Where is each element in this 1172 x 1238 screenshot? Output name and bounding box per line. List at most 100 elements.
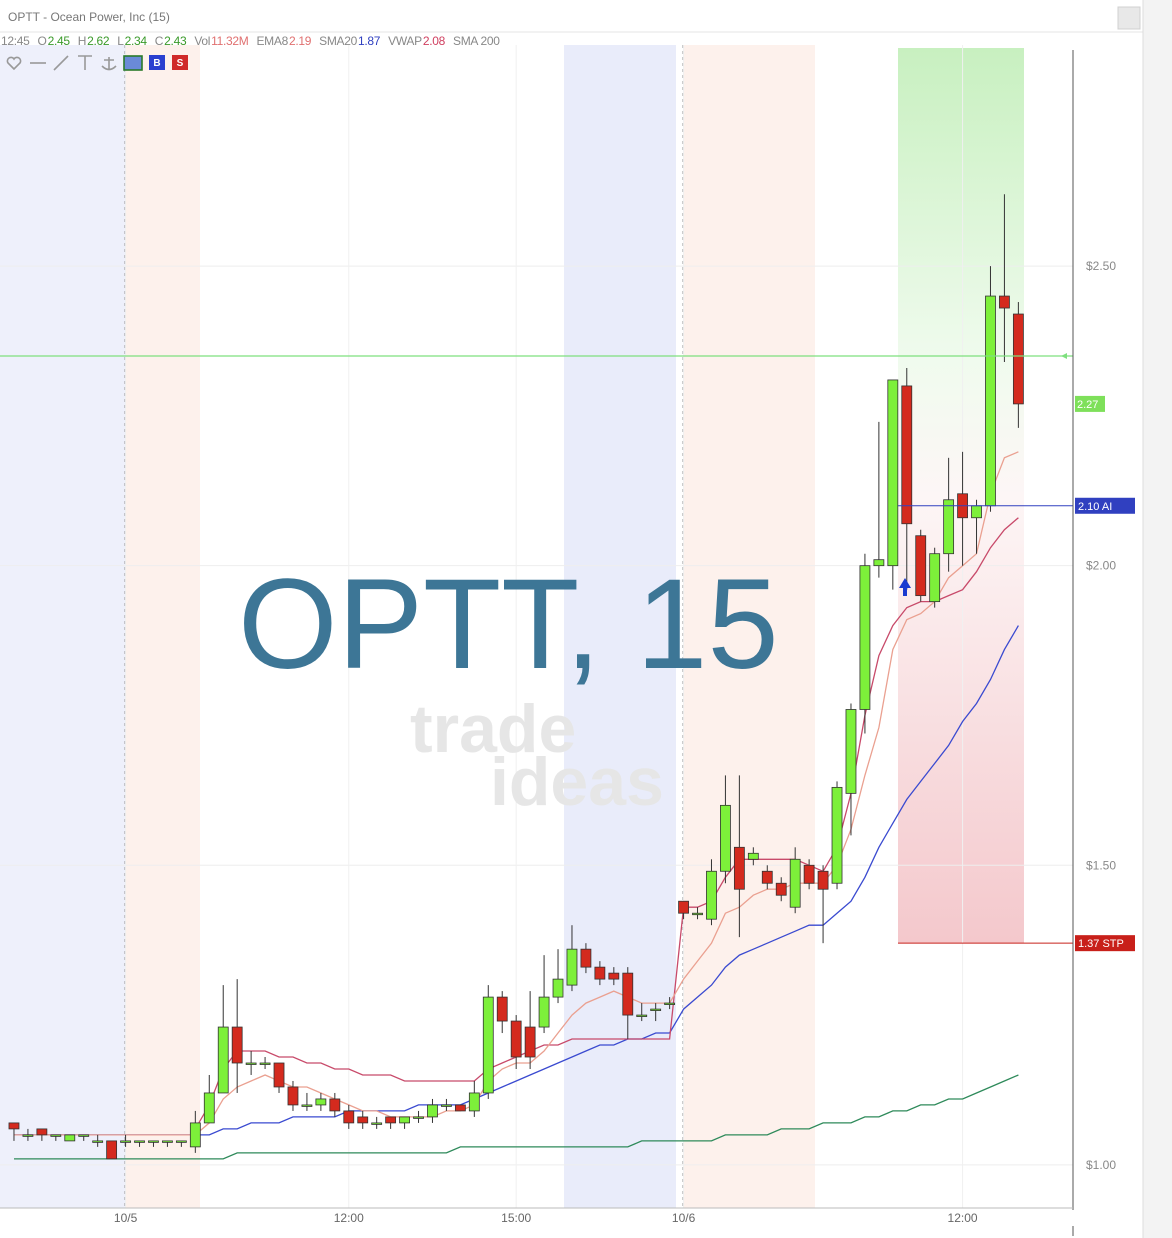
ohlc-header: 12:45 O 2.45 H 2.62 L 2.34 C 2.43 Vol 11.32M EMA8 2…	[1, 34, 500, 50]
title-bar	[0, 0, 1143, 32]
candle-body	[357, 1116, 369, 1124]
header-label: C	[154, 34, 164, 48]
x-tick-label: 12:00	[334, 1211, 364, 1225]
buy-label[interactable]: B	[153, 58, 160, 69]
header-value: 2.45	[47, 34, 70, 48]
candle-body	[664, 1002, 676, 1005]
candle-body	[887, 379, 899, 567]
header-label: L	[117, 34, 124, 48]
candle-body	[496, 996, 508, 1022]
header-value: 2.19	[288, 34, 312, 48]
candle-body	[761, 870, 773, 884]
sell-label[interactable]: S	[177, 58, 184, 69]
header-label: VWAP	[388, 34, 422, 48]
candle-body	[580, 948, 592, 968]
candle-body	[999, 295, 1010, 309]
header-item: H 2.62	[78, 34, 110, 50]
header-value: 2.08	[422, 34, 445, 48]
buy-button[interactable]	[149, 55, 165, 70]
y-tick-label: $1.50	[1086, 858, 1116, 872]
candle-body	[608, 972, 620, 980]
header-label: Vol	[194, 34, 211, 48]
chart-title: OPTT - Ocean Power, Inc (15)	[8, 10, 170, 24]
candle-body	[650, 1008, 662, 1011]
candle-body	[315, 1098, 327, 1106]
candle-body	[148, 1140, 159, 1143]
header-item: SMA20 1.87	[319, 34, 380, 50]
scrollbar[interactable]	[1143, 0, 1172, 1238]
candle-body	[371, 1122, 383, 1125]
header-item: EMA8 2.19	[256, 34, 311, 50]
candle-body	[789, 858, 801, 908]
candle-body	[454, 1104, 466, 1112]
candle-body	[273, 1062, 285, 1088]
candle-body	[733, 846, 745, 890]
candle-body	[106, 1140, 118, 1160]
tool-anchor[interactable]	[101, 57, 117, 71]
indicator-line	[194, 517, 1019, 1130]
entry-line-tag	[1075, 497, 1135, 514]
y-tick-label: $1.00	[1086, 1158, 1116, 1172]
candle-body	[22, 1134, 34, 1137]
tool-heart[interactable]	[6, 56, 22, 71]
entry-arrow	[899, 578, 911, 596]
header-label: EMA8	[256, 34, 288, 48]
candle-body	[36, 1128, 48, 1136]
candle-body	[901, 385, 913, 525]
window-button[interactable]	[1117, 6, 1141, 30]
y-tick-label: $2.50	[1086, 259, 1116, 273]
candle-body	[943, 499, 955, 555]
candle-body	[845, 709, 857, 794]
candle-body	[524, 1026, 536, 1058]
tool-trendline[interactable]	[53, 55, 69, 71]
header-label: O	[37, 34, 47, 48]
x-tick-label: 15:00	[501, 1211, 531, 1225]
last-price-label: 2.27	[1077, 399, 1098, 411]
candle-body	[329, 1098, 341, 1112]
candle-body	[929, 553, 941, 603]
candle-body	[636, 1014, 648, 1017]
header-item: SMA 200	[453, 34, 500, 50]
tool-text[interactable]	[78, 55, 92, 70]
candle-body	[427, 1104, 438, 1118]
candle-body	[175, 1140, 187, 1143]
y-tick-label: $2.00	[1086, 559, 1116, 573]
session-shade	[0, 45, 125, 1208]
header-label: SMA 200	[452, 34, 500, 48]
candle-body	[343, 1110, 355, 1124]
candle-body	[399, 1116, 410, 1124]
stop-line-label: 1.37 STP	[1078, 938, 1124, 950]
header-value: 1.87	[357, 34, 381, 48]
candle-body	[594, 966, 606, 980]
watermark-brand: trade	[410, 691, 576, 767]
entry-line-label: 2.10 AI	[1078, 501, 1112, 513]
candle-body	[203, 1092, 215, 1124]
candle-body	[720, 804, 731, 872]
watermark-symbol: OPTT, 15	[238, 553, 779, 696]
header-item: Vol 11.32M	[194, 34, 248, 50]
candle-body	[259, 1062, 271, 1065]
candle-body	[231, 1026, 243, 1064]
candle-body	[706, 870, 717, 920]
indicator-line	[14, 1074, 1019, 1160]
candle-body	[915, 535, 927, 597]
session-shade	[564, 45, 676, 1208]
candle-body	[50, 1134, 62, 1137]
sell-button[interactable]	[172, 55, 188, 70]
candle-body	[803, 864, 815, 884]
stop-line-tag	[1075, 935, 1135, 952]
candle-body	[692, 912, 703, 916]
x-tick-label: 12:00	[948, 1211, 978, 1225]
alert-marker	[1061, 352, 1067, 359]
header-item: C 2.43	[155, 34, 187, 50]
candle-body	[8, 1122, 20, 1130]
candle-body	[468, 1092, 480, 1112]
session-shade	[683, 45, 815, 1208]
candle-body	[831, 786, 843, 884]
candle-body	[985, 295, 996, 507]
tool-colors[interactable]	[123, 55, 143, 71]
candle-body	[301, 1104, 313, 1107]
candle-body	[873, 559, 885, 567]
